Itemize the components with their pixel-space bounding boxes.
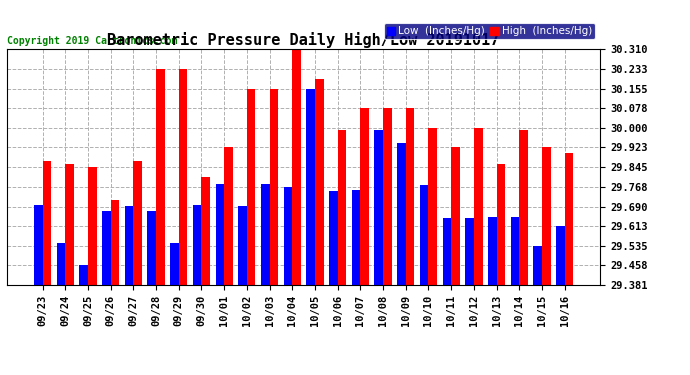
Bar — [34, 204, 43, 285]
Bar — [511, 217, 520, 285]
Bar — [520, 130, 528, 285]
Bar — [556, 226, 564, 285]
Bar — [442, 218, 451, 285]
Bar — [383, 108, 392, 285]
Bar — [315, 79, 324, 285]
Title: Barometric Pressure Daily High/Low 20191017: Barometric Pressure Daily High/Low 20191… — [108, 32, 500, 48]
Text: Copyright 2019 Cartronics.com: Copyright 2019 Cartronics.com — [7, 36, 177, 46]
Bar — [170, 243, 179, 285]
Legend: Low  (Inches/Hg), High  (Inches/Hg): Low (Inches/Hg), High (Inches/Hg) — [384, 23, 595, 39]
Bar — [465, 218, 474, 285]
Bar — [110, 200, 119, 285]
Bar — [125, 206, 133, 285]
Bar — [247, 88, 255, 285]
Bar — [156, 69, 165, 285]
Bar — [79, 265, 88, 285]
Bar — [474, 128, 482, 285]
Bar — [337, 130, 346, 285]
Bar — [542, 147, 551, 285]
Bar — [306, 88, 315, 285]
Bar — [238, 206, 247, 285]
Bar — [224, 147, 233, 285]
Bar — [397, 143, 406, 285]
Bar — [352, 190, 360, 285]
Bar — [261, 184, 270, 285]
Bar — [420, 185, 428, 285]
Bar — [406, 108, 415, 285]
Bar — [193, 204, 201, 285]
Bar — [488, 217, 497, 285]
Bar — [102, 211, 110, 285]
Bar — [43, 161, 51, 285]
Bar — [179, 69, 188, 285]
Bar — [329, 191, 337, 285]
Bar — [57, 243, 65, 285]
Bar — [451, 147, 460, 285]
Bar — [428, 128, 437, 285]
Bar — [88, 167, 97, 285]
Bar — [564, 153, 573, 285]
Bar — [293, 49, 301, 285]
Bar — [533, 246, 542, 285]
Bar — [270, 88, 278, 285]
Bar — [360, 108, 369, 285]
Bar — [215, 184, 224, 285]
Bar — [133, 161, 142, 285]
Bar — [65, 165, 74, 285]
Bar — [284, 187, 293, 285]
Bar — [375, 130, 383, 285]
Bar — [497, 165, 505, 285]
Bar — [201, 177, 210, 285]
Bar — [148, 211, 156, 285]
